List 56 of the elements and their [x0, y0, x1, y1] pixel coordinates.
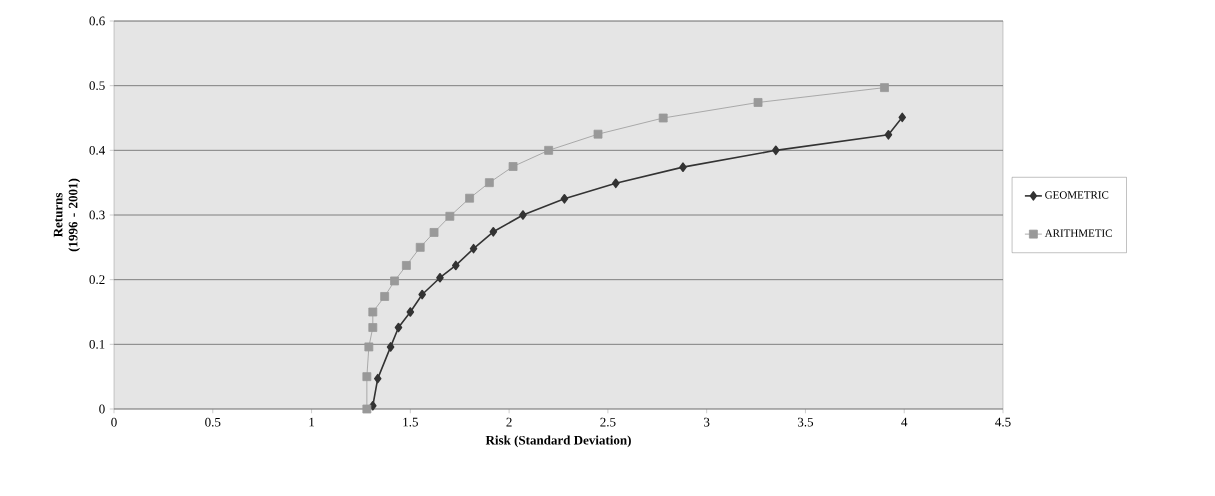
point	[362, 404, 372, 414]
x-tick-label: 0	[111, 417, 117, 427]
x-tick-label: 2	[506, 417, 512, 427]
point	[544, 145, 554, 155]
point	[508, 162, 518, 171]
y-tick-label: 0.5	[89, 81, 105, 91]
point	[880, 83, 889, 93]
point	[593, 129, 603, 139]
point	[394, 322, 403, 333]
y-tick-label: 0.3	[89, 210, 105, 220]
y-tick-label: 0.6	[89, 16, 105, 26]
point	[368, 323, 378, 332]
x-tick-label: 1.5	[403, 417, 418, 427]
y-tick-label: 0.2	[89, 275, 105, 285]
x-tick-label: 3	[704, 417, 710, 427]
point	[679, 162, 687, 172]
point	[373, 373, 382, 384]
point	[560, 194, 569, 204]
point	[406, 307, 415, 317]
point	[469, 243, 478, 254]
point	[898, 112, 907, 123]
point	[429, 228, 439, 237]
legend-label: ARITHMETIC	[1044, 229, 1112, 237]
point	[368, 307, 378, 317]
point	[451, 260, 460, 271]
point	[611, 178, 620, 189]
x-tick-label: 0.5	[205, 417, 221, 427]
point	[364, 342, 374, 352]
point	[465, 193, 474, 203]
point	[484, 178, 494, 188]
point	[386, 342, 395, 352]
point	[772, 145, 780, 156]
x-tick-label: 1	[309, 417, 315, 427]
y-tick-label: 0	[99, 404, 105, 414]
point	[401, 261, 411, 270]
point	[519, 210, 527, 220]
point	[362, 372, 372, 382]
legend-label: GEOMETRIC	[1045, 191, 1109, 199]
point	[418, 289, 426, 300]
y-tick-label: 0.4	[89, 145, 106, 155]
x-tick-label: 4.5	[995, 417, 1011, 427]
point	[380, 292, 390, 301]
y-tick-label: 0.1	[89, 339, 105, 349]
point	[436, 272, 444, 283]
x-tick-label: 4	[901, 417, 908, 427]
point	[445, 211, 455, 221]
point	[489, 227, 498, 237]
point	[884, 130, 893, 140]
x-axis-title: Risk (Standard Deviation)	[485, 435, 631, 448]
y-axis-title: Returns (1996 - 2001)	[53, 178, 81, 252]
point	[658, 113, 668, 123]
x-tick-label: 3.5	[797, 417, 814, 427]
point	[390, 276, 399, 286]
x-tick-label: 2.5	[600, 417, 616, 427]
point	[753, 98, 763, 107]
point	[415, 242, 425, 252]
